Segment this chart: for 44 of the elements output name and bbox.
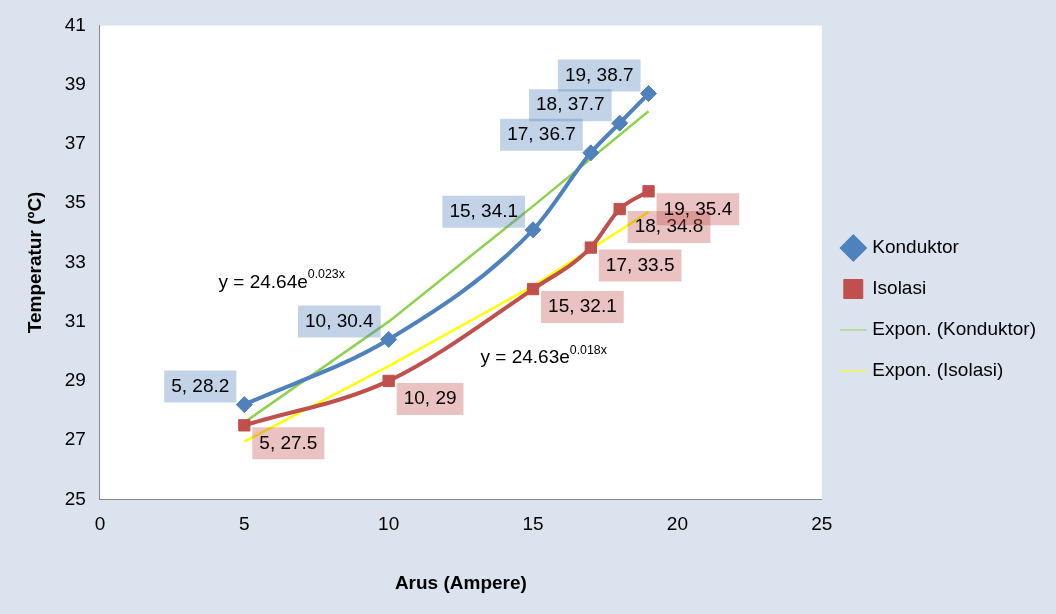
y-tick-label: 29 [64, 369, 86, 391]
y-axis-title: Temperatur (ºC) [23, 191, 45, 334]
y-tick-label: 25 [64, 487, 86, 509]
y-tick-label: 39 [64, 72, 86, 94]
point [382, 374, 395, 388]
data-label: 15, 34.1 [449, 200, 519, 222]
point [642, 185, 655, 198]
point [611, 114, 629, 132]
point [640, 85, 658, 103]
point [582, 144, 600, 162]
data-label: 5, 28.2 [171, 374, 230, 396]
data-label: 10, 30.4 [305, 309, 375, 331]
legend-label: Expon. (Isolasi) [872, 359, 1004, 381]
point [380, 330, 398, 348]
point [238, 419, 251, 432]
data-label: 17, 36.7 [507, 123, 576, 145]
y-tick-label: 31 [64, 309, 86, 331]
data-label: 15, 32.1 [548, 295, 617, 317]
point [526, 282, 540, 296]
y-tick-label: 41 [64, 13, 86, 35]
y-tick-label: 37 [64, 132, 86, 154]
y-tick-label: 27 [64, 428, 86, 450]
x-axis-title: Arus (Ampere) [394, 571, 527, 593]
x-tick-label: 5 [239, 513, 250, 535]
x-tick-label: 20 [666, 513, 688, 535]
data-label: 18, 37.7 [536, 93, 605, 115]
x-tick-label: 0 [94, 513, 106, 535]
point [524, 221, 542, 239]
y-tick-label: 35 [64, 191, 86, 213]
point [613, 202, 626, 216]
y-tick-label: 33 [64, 250, 86, 272]
data-label: 5, 27.5 [259, 431, 318, 453]
x-tick-label: 10 [378, 513, 400, 535]
x-tick-label: 15 [522, 513, 544, 535]
legend-label: Konduktor [872, 236, 960, 258]
x-tick-label: 25 [811, 513, 833, 535]
data-label: 17, 33.5 [605, 253, 675, 275]
data-label: 10, 29 [403, 387, 457, 409]
legend-label: Isolasi [872, 277, 927, 299]
data-label: 19, 35.4 [663, 197, 733, 219]
legend-label: Expon. (Konduktor) [872, 318, 1036, 340]
point [235, 396, 253, 414]
data-label: 19, 38.7 [564, 63, 634, 85]
point [584, 241, 597, 254]
